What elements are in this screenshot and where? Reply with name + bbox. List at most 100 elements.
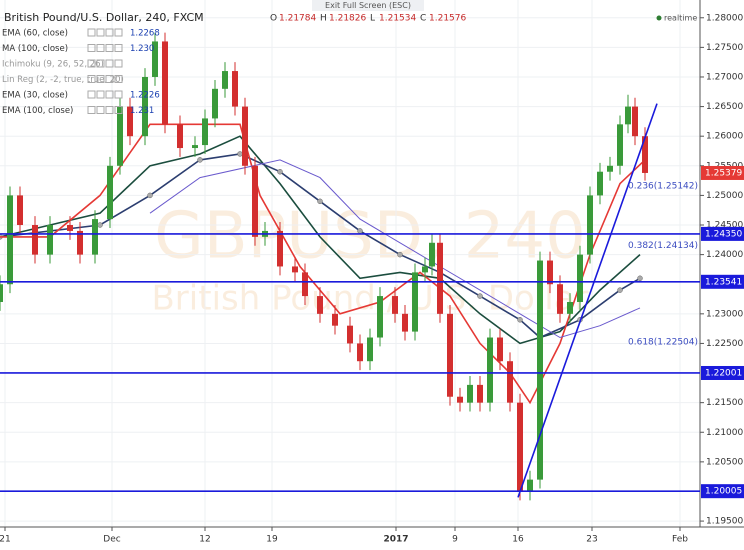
indicator-dot bbox=[617, 287, 623, 293]
legend-icon[interactable] bbox=[114, 90, 123, 99]
indicator-dot bbox=[147, 192, 153, 199]
price-tag-label: 1.25379 bbox=[705, 168, 742, 178]
indicator-dot bbox=[477, 293, 483, 299]
candle-body bbox=[162, 41, 168, 125]
fib-label: 0.382(1.24134) bbox=[628, 241, 698, 251]
y-tick-label: 1.20500 bbox=[706, 457, 743, 467]
candle-body bbox=[487, 337, 493, 403]
price-tag bbox=[701, 274, 744, 289]
x-tick-label: 19 bbox=[266, 535, 278, 545]
candle-body bbox=[192, 145, 198, 149]
legend-icon[interactable] bbox=[87, 75, 96, 83]
candle-body bbox=[107, 165, 113, 220]
legend-entry: EMA (100, close) bbox=[2, 106, 73, 116]
legend-icon[interactable] bbox=[114, 44, 123, 52]
candle-body bbox=[47, 225, 53, 255]
status-dot bbox=[656, 15, 662, 21]
legend-icon[interactable] bbox=[96, 90, 105, 99]
indicator-line bbox=[149, 159, 641, 339]
candle-body bbox=[437, 242, 443, 314]
quote-key: O bbox=[270, 14, 277, 24]
candle-body bbox=[317, 296, 323, 314]
candle-body bbox=[429, 242, 435, 267]
legend-icon[interactable] bbox=[105, 59, 114, 68]
legend-icon[interactable] bbox=[87, 44, 96, 52]
candle-body bbox=[177, 124, 183, 149]
price-tag bbox=[701, 484, 744, 499]
legend-icon[interactable] bbox=[114, 28, 123, 37]
legend-icon[interactable] bbox=[105, 106, 114, 114]
candle-body bbox=[17, 195, 23, 226]
indicator-dot bbox=[357, 228, 363, 234]
candle-body bbox=[212, 88, 218, 119]
legend-icon[interactable] bbox=[87, 90, 96, 99]
candle-body bbox=[632, 106, 638, 137]
y-tick-label: 1.27500 bbox=[706, 43, 743, 53]
legend-icon[interactable] bbox=[96, 59, 105, 68]
legend-icon[interactable] bbox=[114, 106, 123, 114]
candle-body bbox=[7, 195, 13, 285]
candle-body bbox=[642, 136, 648, 173]
quote-value: 1.21784 bbox=[279, 14, 316, 24]
legend-value: 1.230 bbox=[130, 44, 154, 54]
quote-key: C bbox=[420, 14, 426, 24]
candle-body bbox=[447, 313, 453, 397]
indicator-dot bbox=[197, 157, 203, 163]
legend-icon[interactable] bbox=[105, 75, 114, 83]
candle-body bbox=[617, 124, 623, 166]
legend-icon[interactable] bbox=[96, 75, 105, 83]
candle-body bbox=[607, 165, 613, 172]
legend-icon[interactable] bbox=[96, 28, 105, 37]
y-tick-label: 1.27000 bbox=[706, 72, 743, 82]
legend-entry: MA (100, close) bbox=[2, 44, 68, 54]
indicator-dot bbox=[97, 222, 103, 228]
candle-body bbox=[547, 260, 553, 285]
exit-button[interactable] bbox=[312, 0, 424, 11]
candle-body bbox=[67, 225, 73, 231]
legend-value: 1.2226 bbox=[130, 91, 160, 101]
candle-body bbox=[332, 313, 338, 326]
y-tick-label: 1.22500 bbox=[706, 339, 743, 349]
legend-icon[interactable] bbox=[105, 90, 114, 99]
legend-icon[interactable] bbox=[87, 59, 96, 68]
candle-body bbox=[127, 106, 133, 137]
legend-icon[interactable] bbox=[96, 44, 105, 52]
y-tick-label: 1.19500 bbox=[706, 517, 743, 527]
legend-entry: Lin Reg (2, -2, true, true, 20) bbox=[2, 75, 124, 85]
legend-icon[interactable] bbox=[114, 75, 123, 83]
legend-icon[interactable] bbox=[96, 106, 105, 114]
price-tag bbox=[701, 165, 744, 180]
legend-icon[interactable] bbox=[114, 59, 123, 68]
price-tag-label: 1.22001 bbox=[705, 368, 742, 378]
candle-body bbox=[422, 266, 428, 273]
candle-body bbox=[402, 313, 408, 332]
candle-body bbox=[587, 195, 593, 255]
candle-body bbox=[392, 296, 398, 314]
x-tick-label: Feb bbox=[672, 535, 688, 545]
x-tick-label: 2017 bbox=[383, 535, 408, 545]
candle-body bbox=[625, 106, 631, 125]
candle-body bbox=[232, 71, 238, 107]
candle-body bbox=[412, 272, 418, 332]
x-tick-label: 23 bbox=[586, 535, 597, 545]
candle-body bbox=[202, 118, 208, 146]
x-tick-label: 12 bbox=[199, 535, 210, 545]
legend-icon[interactable] bbox=[87, 106, 96, 114]
legend-icon[interactable] bbox=[105, 28, 114, 37]
candle-body bbox=[357, 343, 363, 362]
x-tick-label: Dec bbox=[103, 535, 120, 545]
indicator-dot bbox=[637, 275, 643, 282]
chart-title: British Pound/U.S. Dollar, 240, FXCM bbox=[4, 11, 204, 24]
candle-body bbox=[577, 254, 583, 302]
status: realtime bbox=[664, 14, 697, 23]
y-tick-label: 1.26000 bbox=[706, 132, 743, 142]
legend-icon[interactable] bbox=[105, 44, 114, 52]
legend-icon[interactable] bbox=[87, 28, 96, 37]
legend-entry: Ichimoku (9, 26, 52, 26) bbox=[2, 60, 104, 70]
candle-body bbox=[0, 284, 3, 302]
candle-body bbox=[597, 171, 603, 196]
quote-key: L bbox=[370, 14, 375, 24]
candle-body bbox=[117, 106, 123, 166]
x-tick-label: 9 bbox=[452, 535, 458, 545]
